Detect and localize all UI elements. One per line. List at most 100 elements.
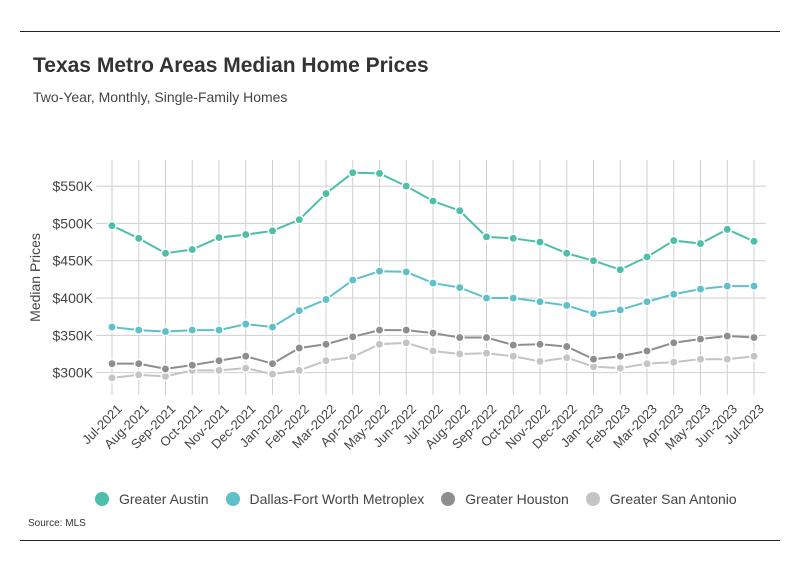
data-point — [749, 332, 759, 343]
data-point — [133, 233, 144, 244]
data-point — [668, 357, 679, 368]
data-point — [374, 339, 385, 350]
data-point — [160, 326, 171, 337]
data-point — [160, 363, 171, 374]
data-point — [454, 282, 465, 293]
data-point — [481, 293, 492, 303]
data-point — [240, 229, 251, 240]
data-point — [374, 168, 385, 179]
y-tick-label: $350K — [53, 327, 94, 343]
data-point — [347, 275, 358, 286]
data-point — [107, 220, 117, 231]
series-greater-houston — [107, 325, 759, 374]
data-point — [267, 358, 278, 369]
chart-title: Texas Metro Areas Median Home Prices — [33, 54, 429, 77]
data-point — [642, 296, 652, 307]
data-point — [615, 264, 626, 275]
data-point — [294, 343, 305, 353]
data-point — [508, 340, 519, 350]
data-point — [107, 358, 117, 369]
data-point — [240, 363, 251, 374]
data-point — [401, 266, 412, 277]
data-point — [454, 332, 465, 343]
grid — [96, 160, 766, 395]
data-point — [722, 354, 733, 365]
data-point — [347, 167, 358, 178]
data-point — [133, 369, 144, 380]
data-point — [428, 328, 438, 339]
data-point — [668, 337, 679, 348]
data-point — [615, 363, 626, 374]
series-greater-austin — [107, 167, 759, 275]
data-point — [454, 349, 465, 359]
data-point — [642, 346, 652, 356]
y-tick-label: $500K — [53, 215, 94, 231]
legend-item-dallas-fort-worth-metroplex: Dallas-Fort Worth Metroplex — [225, 491, 425, 507]
series-dallas-fort-worth-metroplex — [107, 266, 759, 337]
y-tick-label: $400K — [53, 290, 94, 306]
data-point — [695, 238, 706, 249]
data-point — [240, 351, 251, 362]
data-point — [722, 281, 733, 292]
chart-subtitle: Two-Year, Monthly, Single-Family Homes — [33, 89, 288, 105]
data-point — [561, 248, 572, 259]
data-point — [561, 341, 572, 352]
legend-label: Dallas-Fort Worth Metroplex — [249, 491, 425, 507]
data-point — [294, 365, 305, 376]
legend-swatch — [225, 492, 240, 506]
data-point — [160, 248, 171, 259]
data-point — [401, 181, 412, 192]
data-point — [615, 351, 626, 362]
data-point — [588, 308, 599, 319]
data-point — [294, 305, 305, 316]
data-point — [481, 332, 492, 343]
data-point — [428, 346, 438, 356]
data-point — [214, 355, 224, 366]
data-point — [347, 352, 358, 362]
data-point — [267, 369, 278, 380]
data-point — [588, 354, 599, 365]
data-point — [374, 325, 385, 336]
data-point — [374, 266, 385, 277]
data-point — [535, 296, 545, 307]
data-point — [267, 322, 278, 333]
y-tick-label: $550K — [53, 178, 94, 194]
data-point — [294, 214, 305, 225]
data-point — [561, 352, 572, 363]
data-point — [321, 355, 331, 366]
data-point — [749, 236, 759, 247]
data-point — [401, 337, 412, 348]
legend-label: Greater San Antonio — [609, 491, 737, 507]
data-point — [508, 233, 519, 244]
data-point — [695, 334, 706, 344]
legend-item-greater-houston: Greater Houston — [441, 491, 569, 507]
data-point — [695, 284, 706, 295]
data-point — [454, 205, 465, 216]
data-point — [214, 365, 224, 376]
data-point — [722, 224, 733, 235]
data-point — [535, 356, 545, 367]
data-point — [561, 300, 572, 311]
legend-item-greater-san-antonio: Greater San Antonio — [585, 491, 737, 507]
data-point — [321, 294, 331, 305]
data-point — [187, 244, 198, 255]
data-point — [535, 339, 545, 350]
data-point — [107, 322, 117, 333]
data-point — [428, 278, 438, 289]
data-point — [749, 351, 759, 362]
legend-swatch — [441, 492, 456, 506]
data-point — [535, 237, 545, 248]
data-point — [321, 339, 331, 350]
legend-swatch — [95, 492, 109, 506]
data-point — [401, 325, 412, 336]
data-point — [749, 281, 759, 292]
top-rule — [20, 31, 780, 32]
data-point — [508, 293, 519, 303]
data-point — [187, 325, 198, 336]
data-point — [668, 289, 679, 300]
data-point — [508, 351, 519, 362]
data-point — [187, 360, 198, 371]
data-point — [428, 196, 438, 206]
data-point — [107, 372, 117, 383]
